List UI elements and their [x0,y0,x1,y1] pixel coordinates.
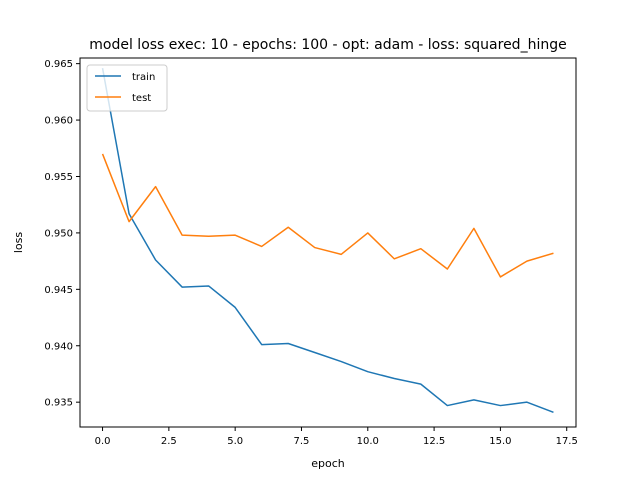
x-tick-label: 5.0 [227,436,243,447]
y-tick-label: 0.945 [44,285,73,296]
x-tick-label: 2.5 [161,436,177,447]
y-tick-label: 0.965 [44,59,73,70]
y-tick-label: 0.935 [44,398,73,409]
x-tick-label: 12.5 [423,436,445,447]
x-tick-label: 15.0 [489,436,511,447]
x-axis: 0.0 2.5 5.0 7.5 10.0 12.5 15.0 17.5 [95,427,578,447]
plot-frame [79,57,577,428]
y-tick-label: 0.955 [44,172,73,183]
x-axis-label: epoch [311,457,345,470]
y-tick-label: 0.940 [44,341,73,352]
legend: train test [86,64,168,112]
series-line-1 [101,153,554,278]
legend-label-train: train [132,72,155,83]
x-tick-label: 0.0 [95,436,111,447]
y-axis: 0.935 0.940 0.945 0.950 0.955 0.960 0.965 [44,59,80,409]
y-tick-label: 0.950 [44,228,73,239]
legend-label-test: test [132,93,151,104]
x-tick-label: 10.0 [357,436,379,447]
chart-title: model loss exec: 10 - epochs: 100 - opt:… [89,37,566,53]
y-tick-label: 0.960 [44,116,73,127]
x-tick-label: 17.5 [556,436,578,447]
y-axis-label: loss [12,232,25,254]
series-line-0 [101,68,554,414]
plot-area [101,68,554,414]
x-tick-label: 7.5 [294,436,310,447]
